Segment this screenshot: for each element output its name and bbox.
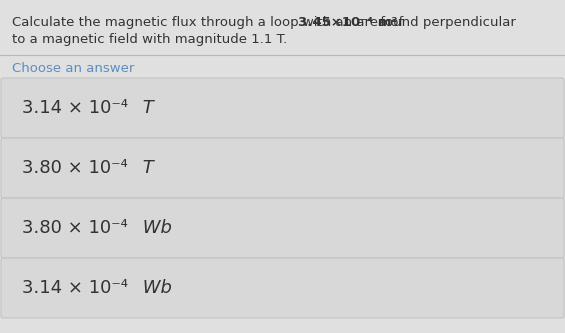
Text: 3.80 × 10⁻⁴: 3.80 × 10⁻⁴: [22, 219, 128, 237]
Text: 3.80 × 10⁻⁴: 3.80 × 10⁻⁴: [22, 159, 128, 177]
Text: 3.14 × 10⁻⁴: 3.14 × 10⁻⁴: [22, 99, 128, 117]
FancyBboxPatch shape: [1, 198, 564, 258]
Text: Choose an answer: Choose an answer: [12, 62, 134, 75]
Text: 3.14 × 10⁻⁴: 3.14 × 10⁻⁴: [22, 279, 128, 297]
FancyBboxPatch shape: [1, 78, 564, 138]
Text: to a magnetic field with magnitude 1.1 T.: to a magnetic field with magnitude 1.1 T…: [12, 33, 287, 46]
FancyBboxPatch shape: [1, 138, 564, 198]
Text: 3.45×10⁻⁴ m²: 3.45×10⁻⁴ m²: [298, 16, 397, 29]
Text: found perpendicular: found perpendicular: [376, 16, 516, 29]
Text: Wb: Wb: [137, 219, 172, 237]
Text: T: T: [137, 99, 154, 117]
FancyBboxPatch shape: [1, 258, 564, 318]
Text: Wb: Wb: [137, 279, 172, 297]
Text: T: T: [137, 159, 154, 177]
Text: Calculate the magnetic flux through a loop with an area of: Calculate the magnetic flux through a lo…: [12, 16, 407, 29]
